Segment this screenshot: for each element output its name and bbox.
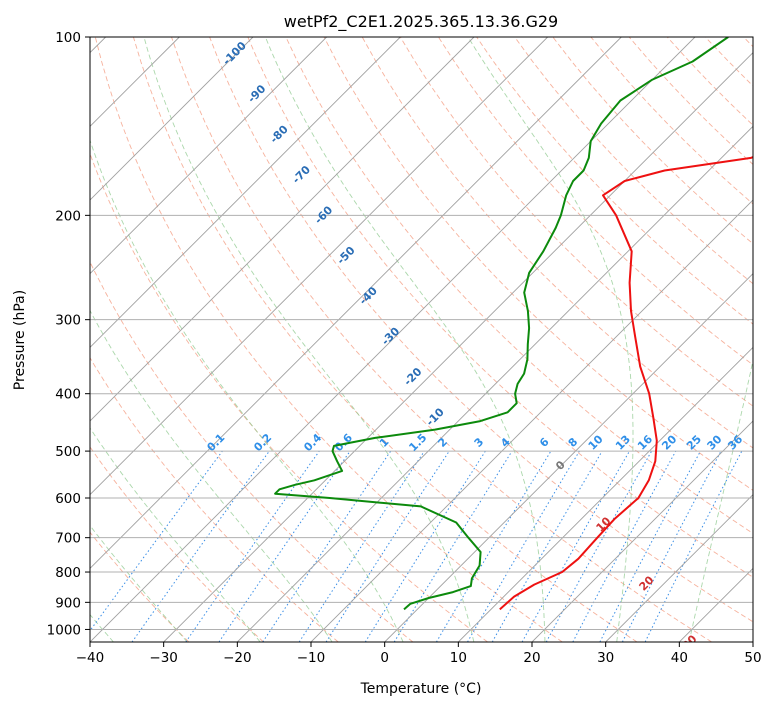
isotherm--50 (90, 37, 622, 569)
x-tick-label-20: 20 (523, 650, 540, 666)
isobars (90, 37, 753, 630)
x-tick-label-50: 50 (744, 650, 761, 666)
dry-adiabat--30 (90, 531, 190, 642)
mixing-ratio-line-1.5 (298, 450, 425, 642)
y-tick-label-200: 200 (55, 208, 81, 224)
mixing-ratio-line-0.6 (218, 450, 351, 642)
y-tick-label-800: 800 (55, 565, 81, 581)
mixing-ratio-line-0.2 (131, 450, 270, 642)
dry-adiabat-100 (399, 37, 753, 407)
mixing-ratio-lines (90, 450, 743, 642)
x-tick-label--10: −10 (297, 650, 326, 666)
mixing-ratio-line-0.1 (90, 450, 223, 632)
dry-adiabats (90, 37, 753, 642)
y-axis-title: Pressure (hPa) (12, 290, 28, 390)
y-tick-label-400: 400 (55, 387, 81, 403)
dry-adiabat-50 (209, 37, 753, 623)
y-tick-label-600: 600 (55, 491, 81, 507)
mixing-ratio-line-20 (572, 450, 677, 642)
y-axis-ticks: 100 200 300 400 500 600 700 800 900 1000 (47, 30, 90, 638)
isotherm--100 (90, 37, 254, 201)
isotherm--60 (90, 37, 548, 496)
mixing-ratio-line-0.4 (185, 450, 320, 642)
x-tick-label--40: −40 (76, 650, 105, 666)
x-tick-label-30: 30 (597, 650, 614, 666)
y-tick-label-700: 700 (55, 531, 81, 547)
moist-adiabat--10 (90, 309, 333, 642)
dry-adiabat-10 (90, 152, 488, 642)
isotherm--80 (90, 37, 401, 348)
x-axis-ticks: −40 −30 −20 −10 0 10 20 30 40 50 (76, 642, 762, 666)
moist-adiabat--20 (90, 427, 261, 642)
dry-adiabat--10 (90, 356, 339, 642)
mixing-ratio-line-13 (521, 450, 630, 642)
mixing-ratio-line-1 (262, 450, 392, 642)
x-tick-label--20: −20 (223, 650, 252, 666)
moist-adiabat-label-30: 30 (680, 632, 700, 652)
y-tick-label-500: 500 (55, 444, 81, 460)
isotherms (90, 37, 753, 642)
isotherm--90 (90, 37, 327, 275)
isotherm-20 (531, 420, 753, 642)
dry-adiabat-20 (94, 37, 563, 642)
dry-adiabat-40 (171, 37, 712, 642)
dry-adiabat-30 (132, 37, 638, 642)
sounding-series (274, 37, 753, 611)
y-tick-label-900: 900 (55, 595, 81, 611)
dewpoint-profile (274, 37, 729, 611)
x-tick-label-10: 10 (450, 650, 467, 666)
dry-adiabat-70 (285, 37, 753, 535)
x-axis-title: Temperature (°C) (360, 681, 482, 697)
isotherm-30 (605, 494, 753, 642)
dry-adiabat-110 (438, 37, 753, 366)
temperature-profile (499, 156, 753, 611)
plot-frame (89, 36, 754, 643)
isotherm--20 (237, 125, 753, 642)
isotherm--10 (310, 199, 753, 642)
isotherm--70 (90, 37, 475, 422)
dry-adiabat-90 (361, 37, 753, 449)
y-tick-label-1000: 1000 (47, 622, 81, 638)
moist-adiabat-10 (143, 37, 475, 642)
mixing-ratio-line-36 (644, 450, 743, 642)
y-tick-label-300: 300 (55, 313, 81, 329)
x-tick-label-0: 0 (380, 650, 389, 666)
dry-adiabat-60 (247, 37, 753, 578)
isotherm-10 (458, 346, 753, 642)
isotherm--40 (90, 37, 696, 642)
mixing-ratio-line-2 (325, 450, 450, 642)
moist-adiabat-40 (688, 358, 753, 642)
isotherm-0 (384, 273, 753, 642)
mixing-ratio-line-4 (393, 450, 513, 642)
x-tick-label-40: 40 (671, 650, 688, 666)
dry-adiabat-80 (323, 37, 753, 491)
moist-adiabat-20 (264, 37, 546, 642)
moist-adiabat-0 (90, 138, 404, 642)
y-tick-label-100: 100 (55, 30, 81, 46)
dry-adiabat-130 (514, 37, 753, 285)
dry-adiabat--20 (90, 446, 264, 642)
chart-title: wetPf2_C2E1.2025.365.13.36.G29 (284, 12, 558, 32)
mixing-ratio-line-16 (545, 450, 653, 642)
isotherm--30 (163, 52, 753, 642)
x-tick-label--30: −30 (149, 650, 178, 666)
